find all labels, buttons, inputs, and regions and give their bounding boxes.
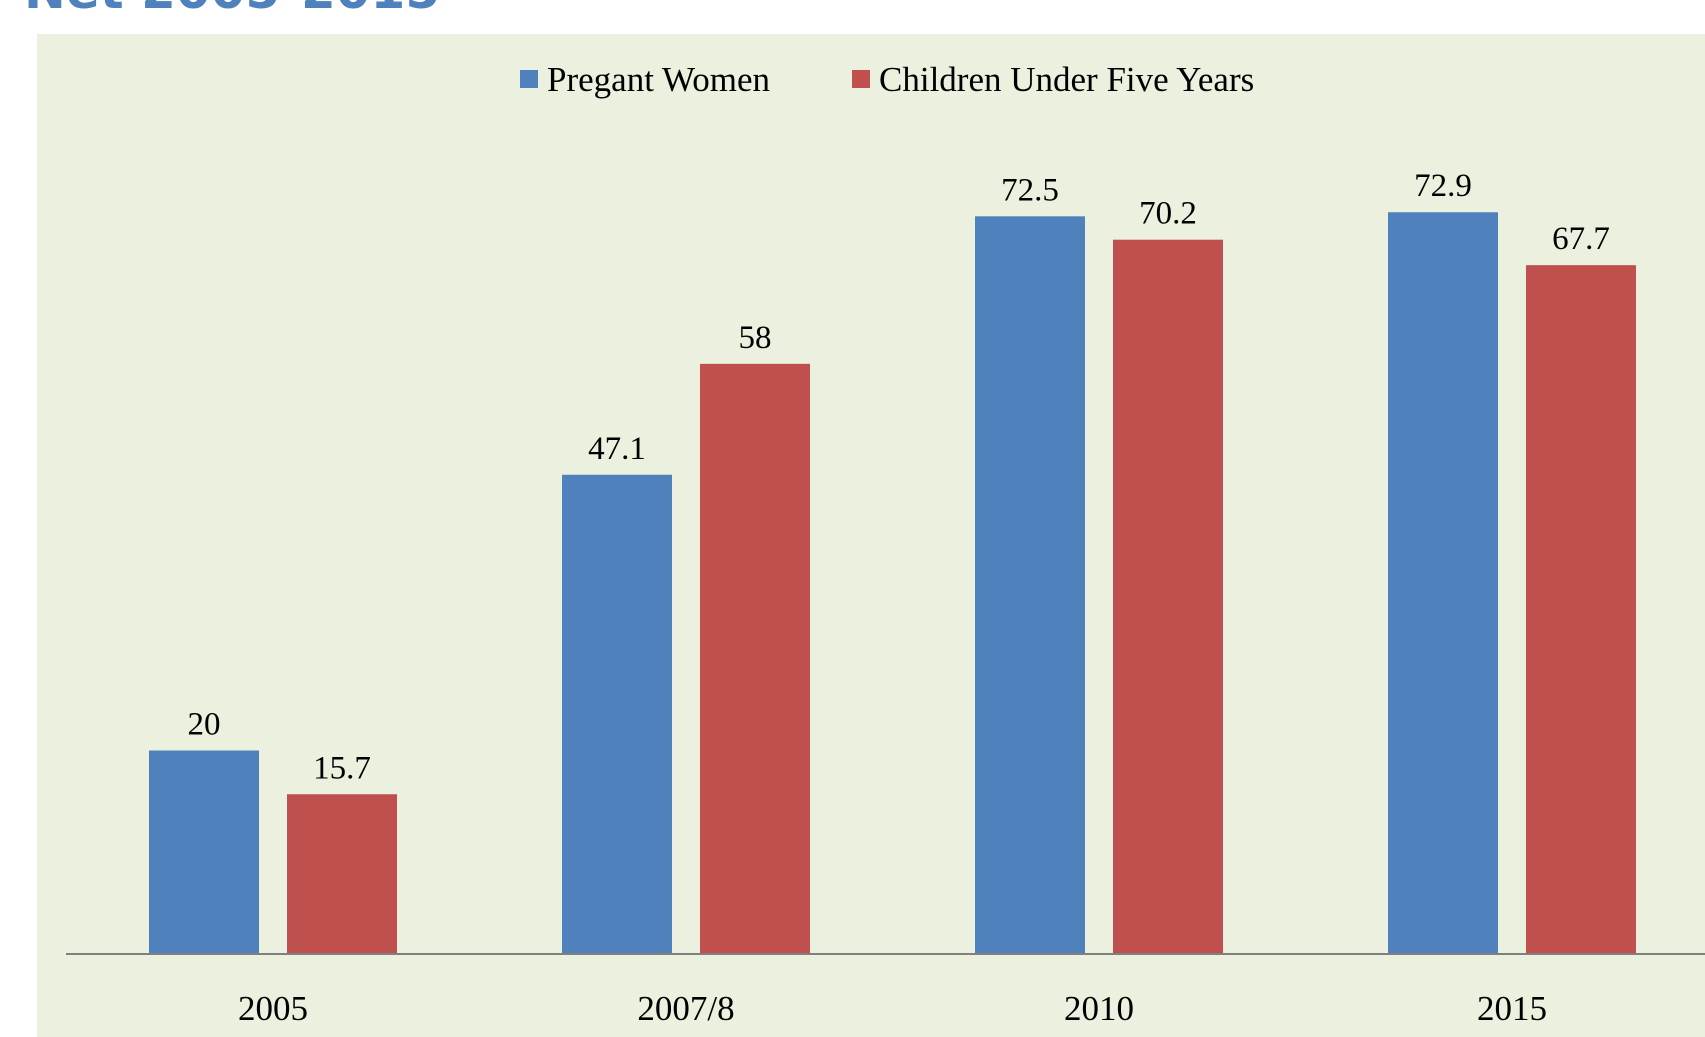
bar <box>562 474 672 954</box>
legend-label: Pregant Women <box>547 60 770 99</box>
chart-title: Net 2005-2015 <box>24 0 440 20</box>
data-label: 15.7 <box>313 750 371 786</box>
bar <box>700 363 810 955</box>
bar <box>1113 239 1223 955</box>
x-tick-label: 2005 <box>238 989 308 1028</box>
data-label: 58 <box>739 320 772 356</box>
data-label: 72.9 <box>1414 168 1472 204</box>
x-tick-label: 2010 <box>1064 989 1134 1028</box>
data-label: 72.5 <box>1001 172 1059 208</box>
data-label: 47.1 <box>588 431 646 467</box>
legend-label: Children Under Five Years <box>879 60 1254 99</box>
bar <box>975 216 1085 954</box>
bar <box>1388 212 1498 954</box>
x-tick-label: 2015 <box>1477 989 1547 1028</box>
legend-swatch <box>520 70 538 88</box>
x-tick-label: 2007/8 <box>637 989 734 1028</box>
data-label: 20 <box>188 707 221 743</box>
data-label: 67.7 <box>1552 221 1610 257</box>
bar <box>287 794 397 954</box>
bar <box>1526 265 1636 955</box>
legend-swatch <box>852 70 870 88</box>
data-label: 70.2 <box>1139 196 1197 232</box>
bar <box>149 750 259 954</box>
